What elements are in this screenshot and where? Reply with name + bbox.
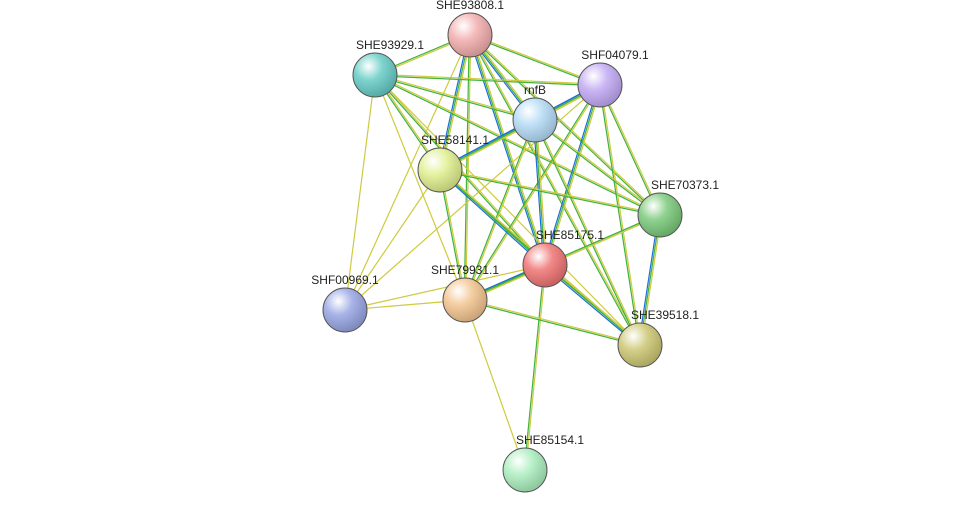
- edge: [440, 171, 660, 216]
- node-rnfB[interactable]: [513, 98, 557, 142]
- node-label: SHF04079.1: [581, 48, 649, 62]
- node-SHF04079.1[interactable]: [578, 63, 622, 107]
- node-label: SHE70373.1: [651, 178, 719, 192]
- edge: [535, 119, 660, 214]
- node-SHE79931.1[interactable]: [443, 278, 487, 322]
- edge: [345, 75, 375, 310]
- node-label: SHE93808.1: [436, 0, 504, 12]
- node-SHE39518.1[interactable]: [618, 323, 662, 367]
- network-graph: SHE93808.1SHE93929.1SHF04079.1rnfBSHE581…: [0, 0, 976, 518]
- node-SHE85154.1[interactable]: [503, 448, 547, 492]
- node-layer: [323, 13, 682, 492]
- edge: [440, 169, 660, 214]
- node-label: SHE58141.1: [421, 133, 489, 147]
- node-SHE58141.1[interactable]: [418, 148, 462, 192]
- node-SHE93808.1[interactable]: [448, 13, 492, 57]
- node-SHF00969.1[interactable]: [323, 288, 367, 332]
- edge: [526, 265, 546, 470]
- node-label: SHE39518.1: [631, 308, 699, 322]
- edge: [524, 265, 544, 470]
- edge: [345, 170, 440, 310]
- node-label: SHE93929.1: [356, 38, 424, 52]
- node-SHE93929.1[interactable]: [353, 53, 397, 97]
- node-SHE85175.1[interactable]: [523, 243, 567, 287]
- node-label: SHE85175.1: [536, 228, 604, 242]
- edge: [536, 120, 641, 345]
- edge: [465, 300, 525, 470]
- node-SHE70373.1[interactable]: [638, 193, 682, 237]
